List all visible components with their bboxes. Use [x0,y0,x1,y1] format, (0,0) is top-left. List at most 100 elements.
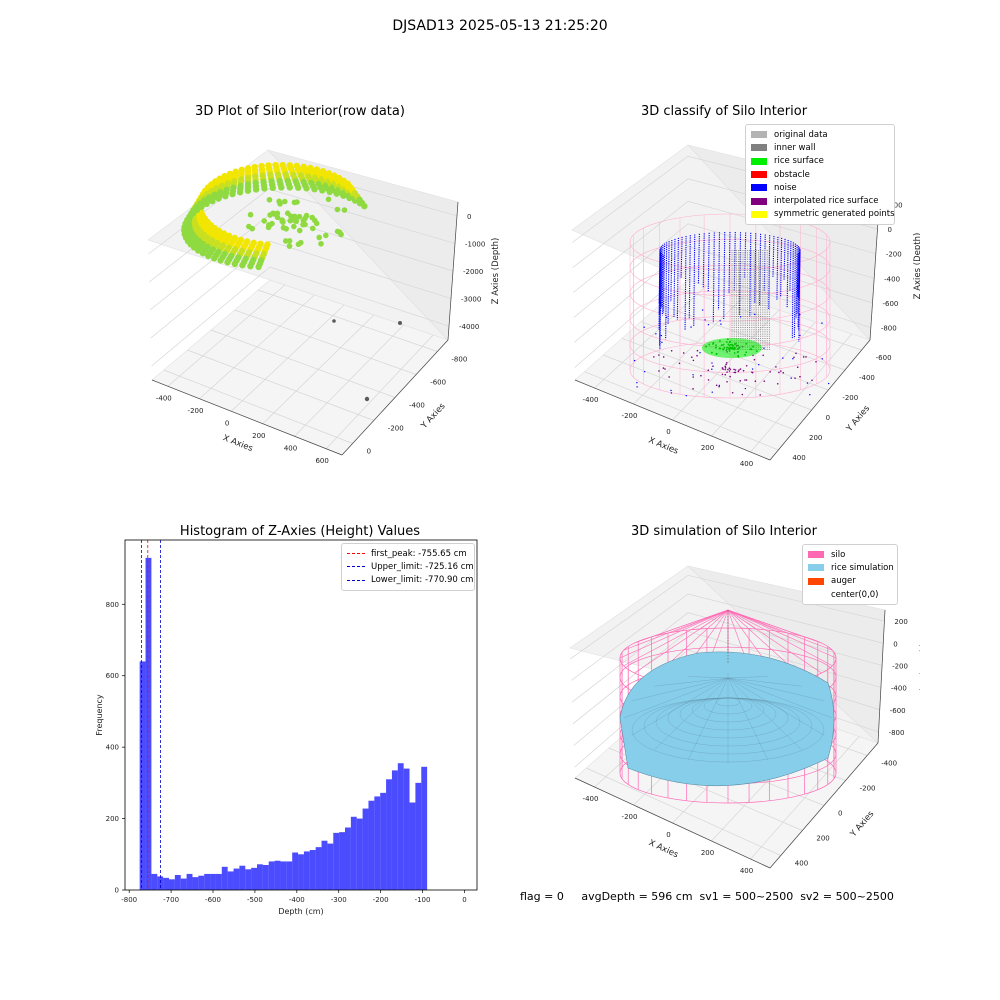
plot1-point [286,184,293,191]
plot2-rice-point [722,348,725,351]
plot2-interp-point [707,379,710,381]
plot2-noise-streak [676,237,679,320]
plot1-point [269,184,277,192]
plot2-noise-streak [754,233,757,304]
plot2-rice-point [722,343,725,346]
plot2-noise-point [827,382,830,385]
plot1-point [323,232,329,239]
plot3-y-tick: 600 [106,672,119,680]
plot3-histogram-bar [356,818,363,890]
plot1-point [341,207,348,213]
plot2-interp-point [682,352,685,354]
plot1-y-tick: 0 [367,448,371,456]
plot2-interp-point [658,370,660,372]
status-footer: flag = 0 avgDepth = 596 cm sv1 = 500~250… [520,890,894,903]
plot4-rice-mesh [631,677,729,701]
plot2-rice-point [712,342,715,344]
plot2-interp-point [726,380,728,383]
plot4-legend-swatch [808,551,824,559]
plot2-noise-streak [712,232,715,323]
plot2-noise-streak [659,247,662,346]
plot2-grid-x [594,285,707,389]
plot2-noise-point [720,323,722,325]
plot2-interp-point [799,375,801,378]
plot3-histogram-bar [368,800,375,890]
plot2-legend-swatch [751,184,767,192]
plot2-interp-point [728,370,731,372]
plot2-legend-label: rice surface [774,156,824,167]
plot2-rice-point [733,346,736,349]
plot2-interp-point [769,371,771,373]
plot2-rice-point [734,343,736,345]
plot2-noise-point [704,319,706,321]
plot2-interp-point [805,356,807,358]
plot2-interp-point [739,368,742,370]
plot3-x-tick: -400 [289,896,305,904]
plot2-rice-point [728,344,731,347]
plot2-noise-point [821,322,823,324]
plot2-legend-label: inner wall [774,142,816,153]
plot2-noise-point [711,391,713,393]
plot2-noise-streak [744,232,747,279]
plot4-silo-roof-wire [619,609,729,659]
plot4-rice-mesh [727,677,833,719]
plot2-z-tick: -800 [881,325,897,333]
plot2-interp-point [692,359,695,362]
plot2-rice-point [715,344,717,347]
plot1-point [293,217,299,224]
plot2-y-tick: 400 [792,454,805,462]
plot3-histogram-bar [345,827,351,890]
plot2-interp-point [737,370,740,373]
plot2-noise-streak [658,250,661,330]
plot1-grid-y [210,329,396,398]
plot2-interp-point [744,379,746,381]
plot1-point [261,218,268,224]
plot2-legend-label: obstacle [774,169,810,180]
plot1-z-tick: -4000 [459,323,479,331]
plot2-grid-x [633,297,743,405]
plot3-histogram-bar [350,816,357,890]
plot4-legend-swatch [808,591,824,598]
plot2-interp-point [724,368,727,371]
plot2-noise-point [643,326,645,328]
plot2-grid-x [711,321,816,437]
plot2-grid-x [750,333,853,453]
plot3-x-tick: -100 [415,896,431,904]
plot1-point [276,198,282,205]
plot3-x-tick: -500 [247,896,263,904]
plot1-point [303,185,310,192]
plot2-noise-point [751,368,754,370]
plot1-point [334,206,341,213]
plot3-histogram-bar [339,832,345,890]
plot3-histogram-bar [415,782,422,890]
plot1-point [291,199,298,206]
plot1-point [286,243,293,249]
plot2-y-tick: -400 [859,374,875,382]
plot2-rice-point [731,343,734,346]
plot1-point [203,200,210,208]
plot2-interp-point [753,358,756,361]
plot2-interp-point [658,354,660,356]
plot2-noise-streak [663,243,666,313]
plot3-histogram-bar [380,792,387,890]
plot2-y-tick: 200 [809,434,822,442]
plot4-y-axis-line [769,742,879,869]
plot2-noise-point [799,313,801,316]
plot1-point [291,223,297,230]
plot2-legend-label: interpolated rice surface [774,196,879,207]
plot2-legend-label: original data [774,129,828,140]
plot2-interp-point [718,385,720,388]
plot2-interp-point [734,369,737,371]
plot3-legend-label: Lower_limit: -770.90 cm [371,575,474,586]
plot3-x-label: Depth (cm) [278,907,323,916]
plot2-interp-point [738,369,740,371]
plot2-interp-point [715,384,718,387]
plot2-rice-point [725,348,728,351]
plot3-histogram-bar [198,875,205,890]
plot2-noise-streak [738,232,742,316]
plot4-x-tick: -200 [622,813,638,821]
plot2-legend-label: symmetric generated points [774,209,895,220]
plot2-z-tick: -600 [883,300,899,308]
plot2-noise-streak [798,251,801,331]
plot2-rice-point [737,351,740,353]
